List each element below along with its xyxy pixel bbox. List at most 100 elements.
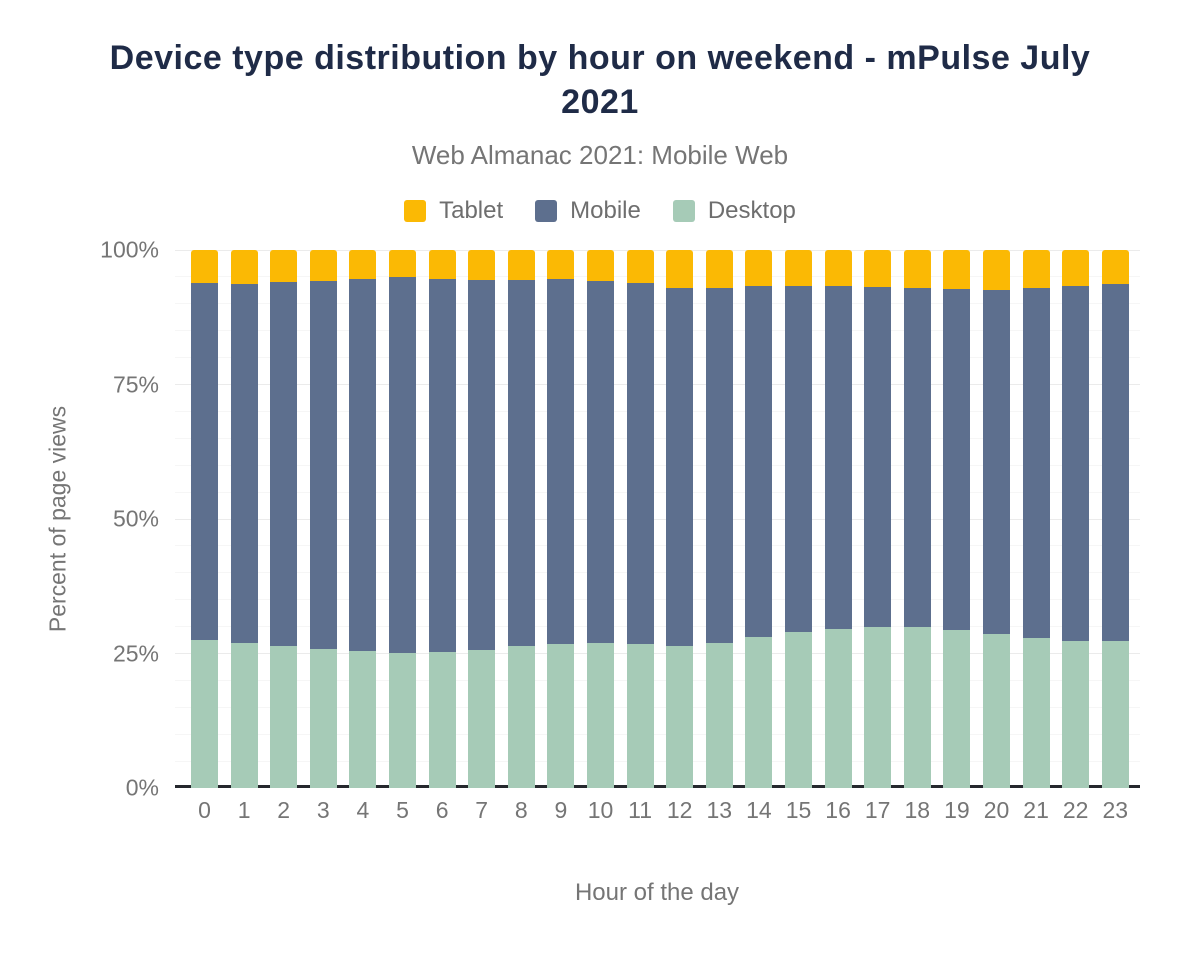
bar-h12-desktop[interactable]: [666, 645, 694, 788]
gridline-minor: [175, 330, 1140, 332]
bar-h8-tablet[interactable]: [507, 250, 535, 281]
bar-h23-tablet[interactable]: [1101, 250, 1129, 284]
bar-h1-tablet[interactable]: [230, 250, 258, 284]
x-tick-label-10: 10: [587, 797, 614, 823]
bar-h18-mobile[interactable]: [903, 287, 931, 627]
bar-h0-tablet[interactable]: [191, 250, 218, 283]
bar-h1-mobile[interactable]: [230, 283, 258, 643]
gridline-major: [175, 518, 1140, 520]
bar-h19-desktop[interactable]: [943, 630, 971, 788]
bar-h2-tablet[interactable]: [270, 250, 298, 283]
gridline-minor: [175, 626, 1140, 628]
bar-h20-desktop[interactable]: [983, 634, 1010, 788]
bar-h23-mobile[interactable]: [1101, 283, 1129, 642]
bar-h13-mobile[interactable]: [705, 287, 733, 643]
gridline-minor: [175, 545, 1140, 547]
bar-h4-desktop[interactable]: [349, 651, 377, 788]
bar-h17-tablet[interactable]: [864, 250, 892, 287]
bar-h16-desktop[interactable]: [824, 628, 852, 788]
bar-h15-mobile[interactable]: [785, 285, 812, 632]
x-tick-label-16: 16: [825, 797, 851, 823]
bar-h13-tablet[interactable]: [705, 250, 733, 288]
bar-h12-mobile[interactable]: [666, 287, 694, 646]
bar-h22-tablet[interactable]: [1062, 250, 1090, 286]
bar-h7-tablet[interactable]: [468, 250, 496, 281]
x-tick-label-17: 17: [864, 797, 891, 823]
bar-h9-mobile[interactable]: [547, 279, 575, 644]
bar-h10-mobile[interactable]: [587, 281, 614, 643]
bar-h10-desktop[interactable]: [587, 642, 614, 788]
legend-item-mobile[interactable]: Mobile: [535, 197, 641, 225]
gridline-major: [175, 653, 1140, 654]
bar-h17-desktop[interactable]: [864, 626, 892, 788]
bar-h16-mobile[interactable]: [824, 285, 852, 629]
bar-h19-tablet[interactable]: [943, 250, 971, 290]
gridline-minor: [175, 357, 1140, 359]
bar-h3-mobile[interactable]: [309, 280, 337, 650]
plot-area: 0 1 2 3 4 5 6 7 8 9 10 11 12 13 14 15 16 17 18 19 20 21 22 23 0%…: [100, 237, 1140, 823]
bar-h7-mobile[interactable]: [468, 280, 496, 650]
bar-h6-mobile[interactable]: [428, 278, 456, 652]
bar-h2-mobile[interactable]: [270, 282, 298, 646]
bar-h13-desktop[interactable]: [705, 642, 733, 788]
bar-h1-desktop[interactable]: [230, 642, 258, 788]
bar-h8-desktop[interactable]: [507, 645, 535, 788]
bar-h15-tablet[interactable]: [785, 250, 812, 286]
bar-h11-desktop[interactable]: [626, 643, 654, 788]
bar-h14-desktop[interactable]: [745, 637, 773, 788]
bar-h7-desktop[interactable]: [468, 649, 496, 788]
legend-item-desktop[interactable]: Desktop: [672, 197, 796, 225]
bar-h6-tablet[interactable]: [428, 250, 456, 279]
bar-h4-mobile[interactable]: [349, 279, 377, 652]
bar-h11-tablet[interactable]: [626, 250, 654, 283]
bar-h21-desktop[interactable]: [1022, 638, 1050, 788]
gridline-major: [175, 249, 1140, 251]
bar-h8-mobile[interactable]: [507, 280, 535, 646]
x-tick-label-21: 21: [1023, 797, 1049, 823]
bar-h3-tablet[interactable]: [309, 250, 337, 281]
x-tick-label-23: 23: [1102, 797, 1129, 823]
legend-swatch-mobile-icon: [535, 200, 558, 222]
bar-h17-mobile[interactable]: [864, 286, 892, 627]
bar-h20-tablet[interactable]: [983, 250, 1010, 290]
bar-h15-desktop[interactable]: [785, 631, 812, 788]
bar-h5-mobile[interactable]: [389, 277, 416, 653]
bar-h2-desktop[interactable]: [270, 645, 298, 788]
legend: Tablet Mobile Desktop: [0, 197, 1200, 225]
bar-h21-mobile[interactable]: [1022, 287, 1050, 639]
bar-h5-tablet[interactable]: [389, 250, 416, 278]
bar-h19-mobile[interactable]: [943, 289, 971, 631]
bar-h14-mobile[interactable]: [745, 285, 773, 638]
bar-h10-tablet[interactable]: [587, 250, 614, 282]
legend-item-tablet[interactable]: Tablet: [404, 197, 503, 225]
y-tick-label-25: 25%: [112, 640, 159, 666]
bar-h0-mobile[interactable]: [191, 282, 218, 641]
bar-h21-tablet[interactable]: [1022, 250, 1050, 288]
x-tick-label-2: 2: [277, 797, 291, 823]
bar-h14-tablet[interactable]: [745, 250, 773, 286]
bar-h22-desktop[interactable]: [1062, 641, 1090, 788]
bar-h5-desktop[interactable]: [389, 652, 416, 788]
bar-h3-desktop[interactable]: [309, 649, 337, 788]
x-tick-label-19: 19: [944, 797, 970, 823]
x-tick-label-20: 20: [983, 797, 1010, 823]
bar-h18-tablet[interactable]: [903, 250, 931, 288]
bar-h12-tablet[interactable]: [666, 250, 694, 288]
gridline-minor: [175, 599, 1140, 601]
chart-header: Device type distribution by hour on week…: [0, 36, 1200, 171]
y-tick-label-50: 50%: [112, 505, 159, 532]
bar-h0-desktop[interactable]: [191, 640, 218, 788]
bar-h22-mobile[interactable]: [1062, 285, 1090, 642]
bar-h9-desktop[interactable]: [547, 643, 575, 788]
bar-h20-mobile[interactable]: [983, 289, 1010, 635]
bar-h16-tablet[interactable]: [824, 250, 852, 286]
bar-h6-desktop[interactable]: [428, 651, 456, 788]
bar-h11-mobile[interactable]: [626, 282, 654, 644]
x-tick-label-8: 8: [514, 797, 528, 823]
x-tick-label-18: 18: [904, 797, 931, 823]
bar-h18-desktop[interactable]: [903, 626, 931, 788]
bar-h9-tablet[interactable]: [547, 250, 575, 280]
bar-h4-tablet[interactable]: [349, 250, 377, 280]
x-tick-label-0: 0: [198, 797, 211, 823]
bar-h23-desktop[interactable]: [1101, 641, 1129, 788]
